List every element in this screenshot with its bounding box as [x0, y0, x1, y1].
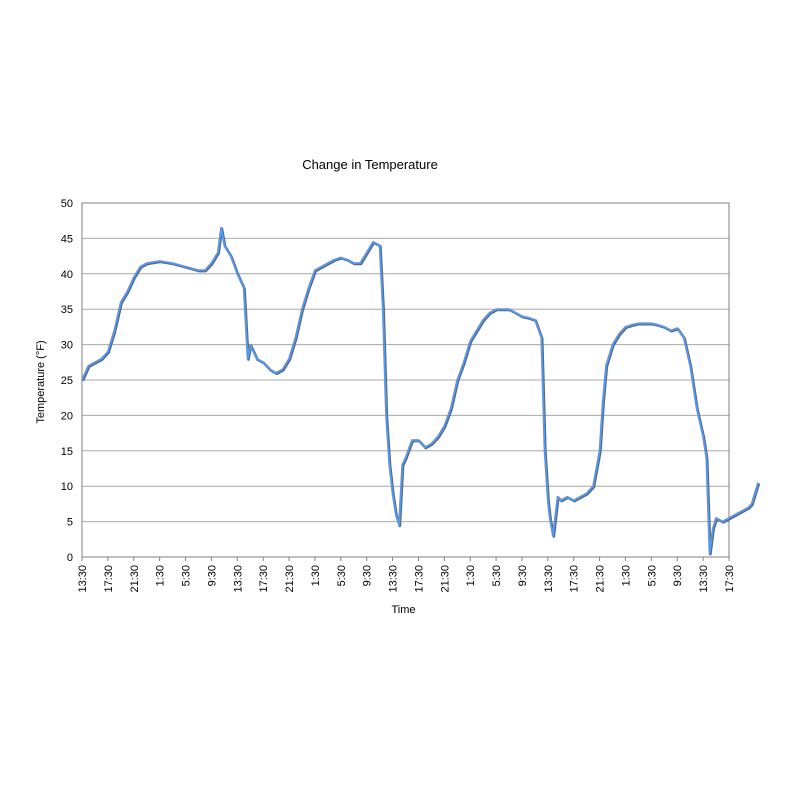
x-tick-label: 21:30	[129, 565, 141, 593]
x-tick-label: 17:30	[413, 565, 425, 593]
y-tick-label: 10	[61, 481, 73, 493]
x-tick-label: 17:30	[569, 565, 581, 593]
x-axis-ticks: 13:30 17:30 21:30 1:30 5:30 9:30 13:30 17:30 21:…	[77, 557, 736, 593]
x-tick-label: 9:30	[517, 565, 529, 586]
x-tick-label: 5:30	[336, 565, 348, 586]
series-line-shadow	[81, 227, 761, 556]
x-tick-label: 13:30	[543, 565, 555, 593]
y-tick-label: 20	[61, 410, 73, 422]
x-tick-label: 5:30	[181, 565, 193, 586]
series-layer	[81, 226, 761, 556]
y-tick-label: 5	[67, 517, 73, 529]
y-tick-label: 30	[61, 340, 73, 352]
x-tick-label: 21:30	[284, 565, 296, 593]
x-tick-label: 17:30	[258, 565, 270, 593]
x-tick-label: 21:30	[595, 565, 607, 593]
y-tick-label: 35	[61, 304, 73, 316]
y-tick-label: 25	[61, 375, 73, 387]
x-tick-label: 17:30	[103, 565, 115, 593]
x-tick-label: 17:30	[724, 565, 736, 593]
x-tick-label: 13:30	[388, 565, 400, 593]
x-tick-label: 13:30	[232, 565, 244, 593]
x-tick-label: 1:30	[310, 565, 322, 586]
series-line	[81, 226, 760, 555]
grid	[82, 237, 729, 523]
y-tick-label: 50	[61, 198, 73, 210]
y-tick-label: 15	[61, 446, 73, 458]
y-tick-label: 0	[67, 552, 73, 564]
x-tick-label: 9:30	[362, 565, 374, 586]
x-axis-label: Time	[391, 604, 415, 616]
x-tick-label: 5:30	[491, 565, 503, 586]
x-tick-label: 9:30	[206, 565, 218, 586]
x-tick-label: 13:30	[698, 565, 710, 593]
x-tick-label: 1:30	[620, 565, 632, 586]
x-tick-label: 13:30	[77, 565, 89, 593]
x-tick-label: 21:30	[439, 565, 451, 593]
y-tick-label: 45	[61, 233, 73, 245]
y-tick-label: 40	[61, 269, 73, 281]
x-tick-label: 1:30	[465, 565, 477, 586]
y-axis-label: Temperature (°F)	[35, 340, 47, 423]
x-tick-label: 9:30	[672, 565, 684, 586]
x-tick-label: 1:30	[155, 565, 167, 586]
chart-title: Change in Temperature	[302, 157, 438, 172]
x-tick-label: 5:30	[646, 565, 658, 586]
y-axis-ticks: 0 5 10 15 20 25 30 35 40 45 50	[61, 198, 73, 564]
